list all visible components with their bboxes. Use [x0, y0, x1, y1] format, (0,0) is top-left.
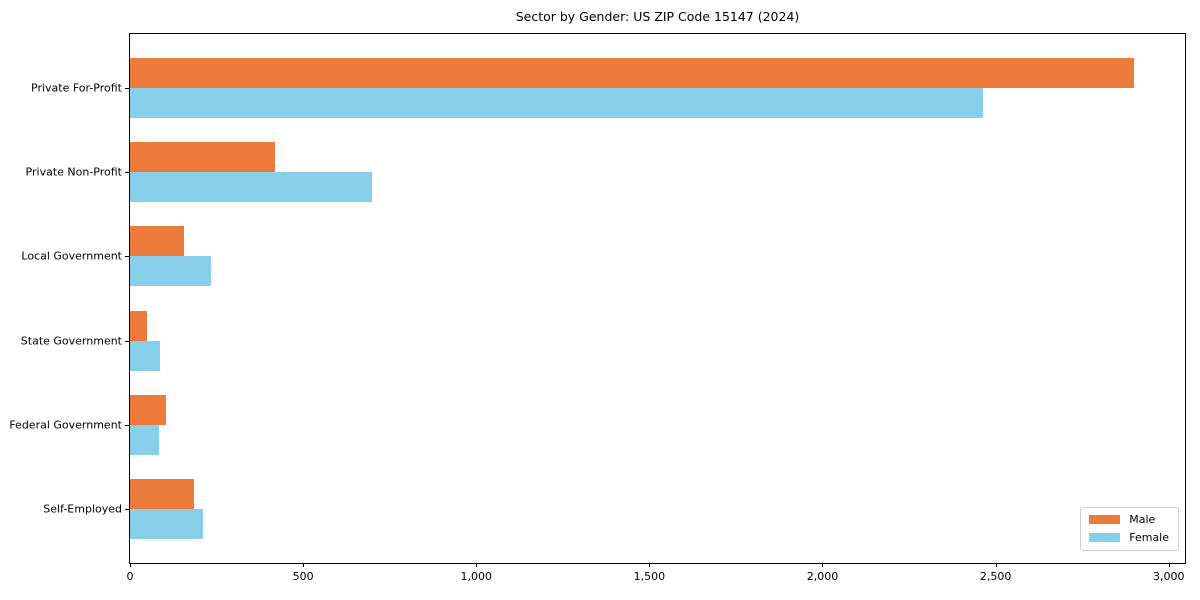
legend-item-female: Female [1089, 531, 1169, 544]
y-tick-mark [125, 509, 130, 510]
bar-female-3 [130, 340, 160, 371]
x-tick-label: 3,000 [1152, 570, 1185, 583]
x-tick-label: 0 [126, 570, 134, 583]
bar-male-4 [130, 394, 166, 425]
female-series-swatch [1089, 533, 1121, 542]
bar-male-2 [130, 226, 184, 257]
y-tick-mark [125, 172, 130, 174]
y-axis-category-label: Private For-Profit [31, 81, 122, 95]
x-tick-label: 2,500 [979, 570, 1012, 583]
y-axis-category-label: Self-Employed [43, 502, 122, 516]
bar-male-5 [130, 479, 194, 509]
y-tick-mark [125, 340, 130, 342]
bar-female-1 [130, 172, 372, 203]
x-tick-mark [1168, 563, 1170, 567]
y-tick-mark [125, 424, 130, 426]
x-tick-mark [649, 563, 651, 567]
bar-male-0 [130, 58, 1134, 88]
legend-item-male: Male [1089, 513, 1169, 526]
legend: Male Female [1080, 507, 1179, 551]
y-tick-mark [125, 256, 130, 258]
x-tick-mark [995, 563, 997, 567]
chart-title: Sector by Gender: US ZIP Code 15147 (202… [515, 9, 800, 24]
y-axis-category-label: Federal Government [9, 418, 122, 432]
x-tick-label: 1,500 [633, 570, 666, 583]
legend-label-male: Male [1129, 513, 1156, 526]
y-axis-category-label: State Government [20, 334, 122, 348]
y-tick-mark [125, 88, 130, 89]
y-axis-category-label: Private Non-Profit [25, 165, 122, 179]
bar-female-2 [130, 256, 211, 287]
plot-area: Male Female [129, 33, 1186, 564]
y-axis-category-label: Local Government [21, 249, 122, 263]
x-tick-label: 500 [292, 570, 314, 583]
x-tick-mark [822, 563, 824, 567]
bar-male-3 [130, 310, 147, 341]
legend-label-female: Female [1129, 531, 1169, 544]
male-series-swatch [1089, 515, 1121, 524]
x-tick-label: 2,000 [806, 570, 839, 583]
x-tick-mark [130, 563, 131, 567]
bar-female-5 [130, 509, 203, 539]
x-tick-mark [303, 563, 305, 567]
x-tick-mark [476, 563, 478, 567]
bar-male-1 [130, 142, 275, 173]
bar-female-4 [130, 424, 159, 455]
x-tick-label: 1,000 [460, 570, 492, 583]
bar-female-0 [130, 88, 983, 118]
